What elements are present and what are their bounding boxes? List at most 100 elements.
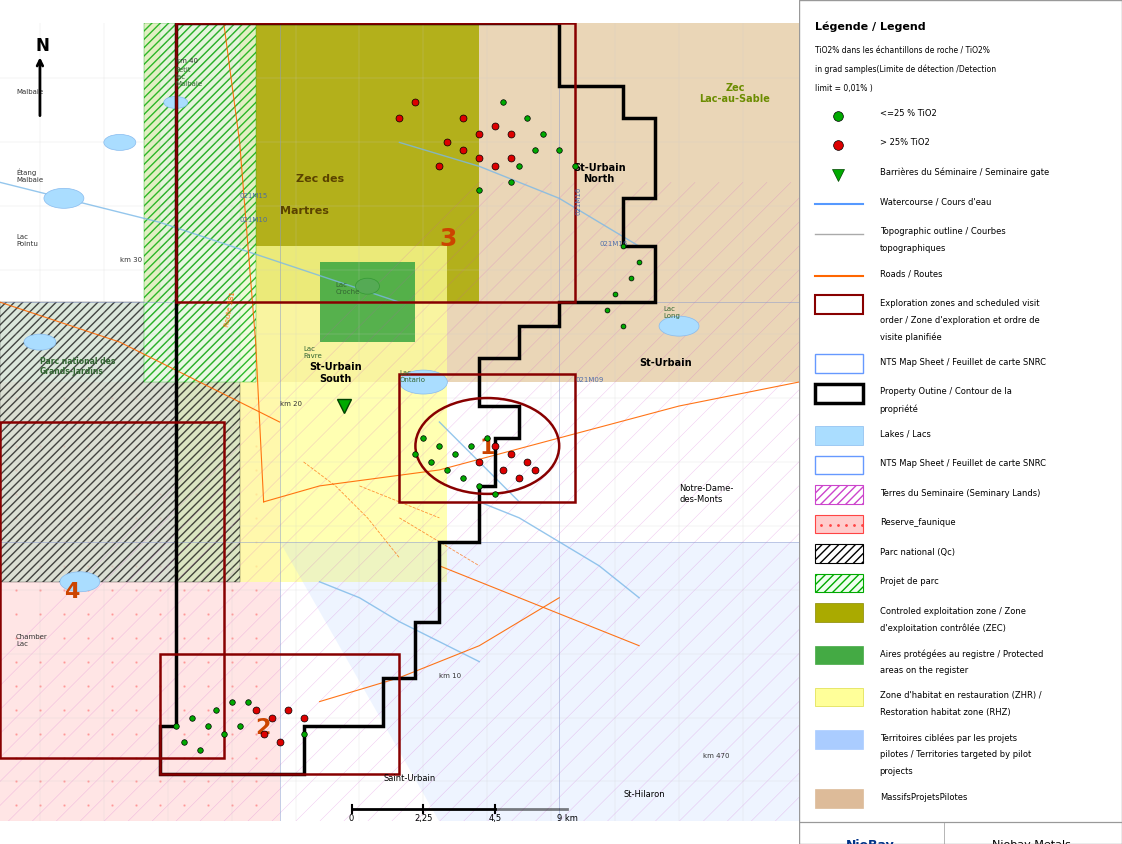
Text: order / Zone d'exploration et ordre de: order / Zone d'exploration et ordre de [880, 316, 1039, 325]
Bar [815, 295, 864, 314]
Text: St-Hilaron: St-Hilaron [623, 791, 664, 799]
Bar [815, 688, 864, 706]
Text: pilotes / Territories targeted by pilot: pilotes / Territories targeted by pilot [880, 750, 1031, 760]
Text: 021M15: 021M15 [240, 193, 268, 199]
Text: 021M09: 021M09 [576, 377, 604, 383]
Text: Roads / Routes: Roads / Routes [880, 269, 942, 279]
Ellipse shape [44, 188, 84, 208]
Polygon shape [144, 23, 256, 382]
Text: NTS Map Sheet / Feuillet de carte SNRC: NTS Map Sheet / Feuillet de carte SNRC [880, 358, 1046, 367]
Polygon shape [279, 542, 799, 821]
Text: Reserve_faunique: Reserve_faunique [880, 518, 955, 528]
Bar [815, 646, 864, 664]
Text: NTS Map Sheet / Feuillet de carte SNRC: NTS Map Sheet / Feuillet de carte SNRC [880, 459, 1046, 468]
Polygon shape [0, 382, 279, 821]
Text: Lac
Croche: Lac Croche [335, 282, 360, 295]
Text: Lac
Ontario: Lac Ontario [399, 370, 425, 383]
Text: Malbaie: Malbaie [16, 89, 43, 95]
Text: St-Urbain
South: St-Urbain South [310, 362, 361, 384]
Ellipse shape [356, 279, 379, 295]
Text: MassifsProjetsPilotes: MassifsProjetsPilotes [880, 793, 967, 802]
Text: Zec des: Zec des [295, 175, 343, 184]
Text: 2,25: 2,25 [414, 814, 433, 824]
Text: Topographic outline / Courbes: Topographic outline / Courbes [880, 227, 1005, 236]
Text: 1: 1 [479, 438, 495, 458]
Ellipse shape [24, 334, 56, 350]
Text: Petit
lac
Malbaie: Petit lac Malbaie [176, 68, 203, 88]
Text: 021M16: 021M16 [599, 241, 627, 247]
Bar [399, 374, 576, 502]
Text: Exploration zones and scheduled visit: Exploration zones and scheduled visit [880, 299, 1039, 308]
Text: St-Urbain
North: St-Urbain North [573, 163, 625, 184]
Text: Route 381: Route 381 [223, 291, 236, 327]
Polygon shape [320, 262, 415, 342]
Bar [815, 544, 864, 563]
Text: visite planifiée: visite planifiée [880, 333, 941, 342]
Text: St-Urbain: St-Urbain [640, 358, 692, 368]
Polygon shape [176, 246, 448, 582]
Bar [815, 574, 864, 592]
Text: 4,5: 4,5 [489, 814, 502, 824]
Text: km 30: km 30 [120, 257, 142, 263]
Text: d'exploitation contrôlée (ZEC): d'exploitation contrôlée (ZEC) [880, 624, 1005, 633]
Text: km 470: km 470 [703, 753, 729, 759]
Text: Territoires ciblées par les projets: Territoires ciblées par les projets [880, 733, 1017, 743]
Text: propriété: propriété [880, 404, 919, 414]
Text: Lac
Pointu: Lac Pointu [16, 235, 38, 247]
Text: <=25 % TiO2: <=25 % TiO2 [880, 109, 937, 118]
Text: Terres du Seminaire (Seminary Lands): Terres du Seminaire (Seminary Lands) [880, 489, 1040, 498]
Text: Property Outine / Contour de la: Property Outine / Contour de la [880, 387, 1012, 397]
Ellipse shape [164, 96, 187, 108]
Bar [815, 426, 864, 445]
Text: Chamber
Lac: Chamber Lac [16, 634, 48, 647]
Bar [815, 485, 864, 504]
Ellipse shape [104, 134, 136, 150]
Text: 3: 3 [440, 227, 457, 252]
Text: Aires protégées au registre / Protected: Aires protégées au registre / Protected [880, 649, 1043, 658]
Bar [0, 422, 223, 758]
Text: projects: projects [880, 767, 913, 776]
Bar [815, 515, 864, 533]
Text: NioBay: NioBay [846, 839, 894, 844]
Text: TiO2% dans les échantillons de roche / TiO2%: TiO2% dans les échantillons de roche / T… [815, 46, 990, 56]
Text: Zone d'habitat en restauration (ZHR) /: Zone d'habitat en restauration (ZHR) / [880, 691, 1041, 701]
Bar [815, 354, 864, 373]
Bar [815, 603, 864, 622]
Bar [815, 789, 864, 808]
Text: > 25% TiO2: > 25% TiO2 [880, 138, 929, 148]
Ellipse shape [659, 316, 699, 336]
Polygon shape [144, 23, 799, 382]
Bar [815, 730, 864, 749]
Text: Saint-Urbain: Saint-Urbain [384, 775, 435, 783]
Bar [176, 23, 576, 302]
Text: areas on the register: areas on the register [880, 666, 968, 675]
Text: in grad samples(Limite de détection /Detection: in grad samples(Limite de détection /Det… [815, 65, 996, 74]
Text: Lac
Favre: Lac Favre [304, 346, 322, 359]
Text: Martres: Martres [279, 206, 329, 216]
Text: Watercourse / Cours d'eau: Watercourse / Cours d'eau [880, 197, 991, 207]
Text: Légende / Legend: Légende / Legend [815, 21, 926, 31]
Text: Étang
Malbaie: Étang Malbaie [16, 169, 43, 183]
Text: 021M16: 021M16 [576, 187, 581, 215]
Ellipse shape [399, 370, 448, 394]
Text: Lac
Long: Lac Long [663, 306, 680, 319]
Text: Zec
Lac-au-Sable: Zec Lac-au-Sable [699, 83, 771, 105]
Text: Parc national (Qc): Parc national (Qc) [880, 548, 955, 557]
Text: 2: 2 [256, 717, 272, 738]
Bar [815, 456, 864, 474]
Text: Lakes / Lacs: Lakes / Lacs [880, 430, 930, 439]
Text: Notre-Dame-
des-Monts: Notre-Dame- des-Monts [679, 484, 734, 504]
Text: 4: 4 [64, 582, 80, 602]
Polygon shape [0, 23, 240, 582]
Text: N: N [36, 36, 49, 55]
Text: km 20: km 20 [279, 401, 302, 407]
Polygon shape [144, 23, 479, 302]
Text: 021M10: 021M10 [240, 217, 268, 224]
Text: Projet de parc: Projet de parc [880, 577, 938, 587]
Bar [815, 384, 864, 403]
Bar [159, 653, 399, 773]
Ellipse shape [59, 571, 100, 592]
Text: 0: 0 [349, 814, 355, 824]
Text: Restoration habitat zone (RHZ): Restoration habitat zone (RHZ) [880, 708, 1010, 717]
Text: km 40: km 40 [176, 57, 197, 63]
